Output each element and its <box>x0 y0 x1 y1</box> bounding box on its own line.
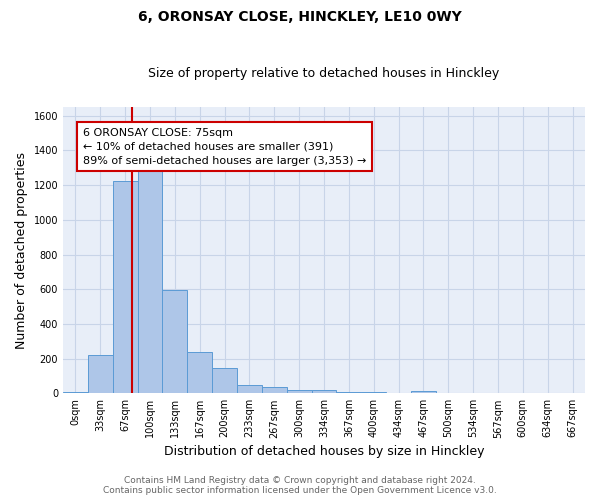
Bar <box>237 384 262 394</box>
Bar <box>187 352 212 394</box>
Title: Size of property relative to detached houses in Hinckley: Size of property relative to detached ho… <box>148 66 500 80</box>
Text: 6 ORONSAY CLOSE: 75sqm
← 10% of detached houses are smaller (391)
89% of semi-de: 6 ORONSAY CLOSE: 75sqm ← 10% of detached… <box>83 128 367 166</box>
Bar <box>137 168 163 394</box>
Bar <box>311 390 337 394</box>
Bar <box>287 390 311 394</box>
Bar <box>63 392 88 394</box>
Bar <box>337 392 361 394</box>
Bar <box>212 368 237 394</box>
Text: Contains HM Land Registry data © Crown copyright and database right 2024.
Contai: Contains HM Land Registry data © Crown c… <box>103 476 497 495</box>
Bar <box>361 392 386 394</box>
Bar <box>163 290 187 394</box>
Bar <box>411 391 436 394</box>
Bar <box>88 355 113 394</box>
Bar <box>262 387 287 394</box>
Text: 6, ORONSAY CLOSE, HINCKLEY, LE10 0WY: 6, ORONSAY CLOSE, HINCKLEY, LE10 0WY <box>138 10 462 24</box>
X-axis label: Distribution of detached houses by size in Hinckley: Distribution of detached houses by size … <box>164 444 484 458</box>
Bar <box>113 181 137 394</box>
Y-axis label: Number of detached properties: Number of detached properties <box>15 152 28 348</box>
